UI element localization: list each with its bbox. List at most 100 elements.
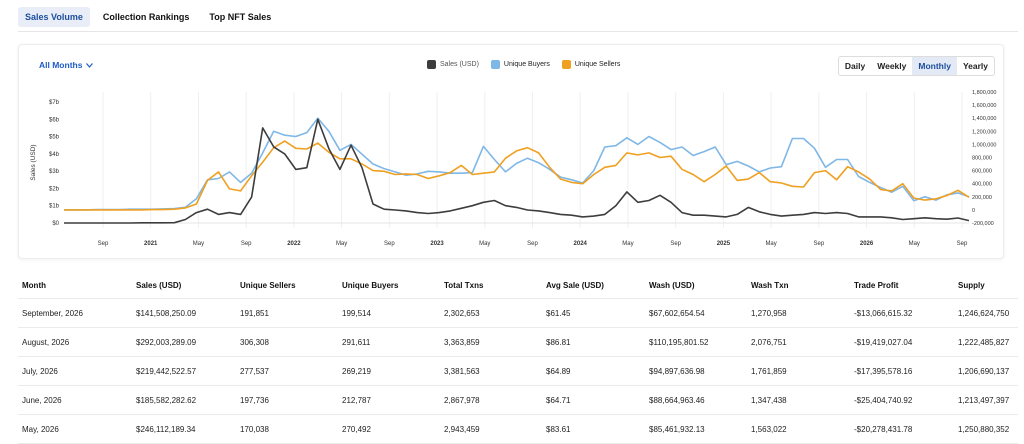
- table-cell-wash-usd: $110,195,801.52: [649, 337, 709, 347]
- table-cell-month: June, 2026: [22, 395, 62, 405]
- table-cell-wash-txn: 1,270,958: [751, 308, 787, 318]
- table-cell-supply: 1,206,690,137: [958, 366, 1010, 376]
- table-cell-unique-buyers: 212,787: [342, 395, 371, 405]
- table-cell-supply: 1,246,624,750: [958, 308, 1010, 318]
- x-tick-label: Sep: [241, 241, 252, 247]
- range-yearly-button[interactable]: Yearly: [962, 61, 988, 71]
- table-cell-unique-sellers: 197,736: [240, 395, 269, 405]
- left-tick-label: $4b: [49, 152, 60, 158]
- table-cell-total-txns: 2,943,459: [444, 424, 480, 434]
- right-tick-label: 1,600,000: [972, 103, 996, 109]
- left-tick-label: $7b: [49, 100, 60, 106]
- table-cell-month: September, 2026: [22, 308, 83, 318]
- right-tick-label: 400,000: [972, 182, 992, 188]
- left-tick-label: $3b: [49, 169, 60, 175]
- right-tick-label: 1,400,000: [972, 116, 996, 122]
- range-weekly-button[interactable]: Weekly: [877, 61, 907, 71]
- tab-top-nft-sales[interactable]: Top NFT Sales: [209, 12, 272, 22]
- legend-item-buyers[interactable]: Unique Buyers: [490, 60, 550, 69]
- table-cell-trade-profit: -$25,404,740.92: [854, 395, 913, 405]
- table-cell-wash-usd: $67,602,654.54: [649, 308, 705, 318]
- range-monthly-button[interactable]: Monthly: [912, 57, 957, 75]
- legend-label-buyers: Unique Buyers: [503, 61, 550, 68]
- legend-item-sellers[interactable]: Unique Sellers: [561, 60, 620, 69]
- column-header-unique-sellers: Unique Sellers: [240, 280, 296, 290]
- column-header-sales-usd: Sales (USD): [136, 280, 182, 290]
- table-cell-total-txns: 2,867,978: [444, 395, 480, 405]
- months-dropdown[interactable]: All Months: [39, 60, 94, 70]
- right-tick-label: 800,000: [972, 156, 992, 162]
- table-cell-unique-sellers: 191,851: [240, 308, 269, 318]
- table-cell-month: July, 2026: [22, 366, 58, 376]
- table-cell-wash-txn: 1,761,859: [751, 366, 787, 376]
- table-cell-supply: 1,222,485,827: [958, 337, 1010, 347]
- table-cell-trade-profit: -$20,278,431.78: [854, 424, 913, 434]
- x-tick-label: 2021: [144, 241, 158, 247]
- table-cell-avg-sale-usd: $64.71: [546, 395, 571, 405]
- left-tick-label: $1b: [49, 204, 60, 210]
- x-tick-label: Sep: [957, 241, 968, 247]
- series-line-sellers: [64, 140, 970, 211]
- table-cell-unique-buyers: 199,514: [342, 308, 371, 318]
- table-cell-total-txns: 3,363,859: [444, 337, 480, 347]
- right-tick-label: 600,000: [972, 169, 992, 175]
- legend-item-sales[interactable]: Sales (USD): [427, 60, 479, 69]
- x-tick-label: Sep: [670, 241, 681, 247]
- tab-bar: Sales Volume Collection Rankings Top NFT S…: [18, 7, 278, 27]
- x-tick-label: May: [765, 241, 776, 247]
- left-axis-title: Sales (USD): [30, 144, 37, 180]
- months-dropdown-label: All Months: [39, 60, 83, 70]
- table-cell-total-txns: 2,302,653: [444, 308, 480, 318]
- left-tick-label: $5b: [49, 135, 60, 141]
- chart-legend: Sales (USD) Unique Buyers Unique Sellers: [427, 60, 620, 69]
- range-daily-button[interactable]: Daily: [844, 61, 866, 71]
- tab-collection-rankings[interactable]: Collection Rankings: [102, 12, 190, 22]
- table-cell-supply: 1,213,497,397: [958, 395, 1010, 405]
- x-tick-label: May: [193, 241, 204, 247]
- right-tick-label: -200,000: [972, 221, 994, 227]
- left-tick-label: $0: [52, 221, 59, 227]
- table-cell-avg-sale-usd: $61.45: [546, 308, 571, 318]
- column-header-avg-sale-usd: Avg Sale (USD): [546, 280, 604, 290]
- x-tick-label: May: [909, 241, 920, 247]
- column-header-trade-profit: Trade Profit: [854, 280, 899, 290]
- table-cell-month: August, 2026: [22, 337, 70, 347]
- column-header-total-txns: Total Txns: [444, 280, 484, 290]
- series-line-sales: [64, 118, 970, 224]
- table-cell-unique-sellers: 277,537: [240, 366, 269, 376]
- x-tick-label: 2026: [860, 241, 874, 247]
- right-tick-label: 1,200,000: [972, 129, 996, 135]
- table-cell-month: May, 2026: [22, 424, 59, 434]
- table-row: June, 2026 $185,582,282.62 197,736 212,787 2…: [18, 386, 1018, 415]
- table-cell-sales-usd: $219,442,522.57: [136, 366, 197, 376]
- right-tick-label: 1,800,000: [972, 90, 996, 96]
- table-cell-sales-usd: $292,003,289.09: [136, 337, 197, 347]
- x-tick-label: May: [336, 241, 347, 247]
- legend-swatch-buyers: [490, 60, 500, 69]
- tab-sales-volume[interactable]: Sales Volume: [18, 7, 90, 27]
- legend-label-sales: Sales (USD): [440, 61, 479, 68]
- legend-swatch-sellers: [561, 60, 571, 69]
- left-tick-label: $2b: [49, 186, 60, 192]
- table-row: July, 2026 $219,442,522.57 277,537 269,219 3…: [18, 357, 1018, 386]
- table-cell-trade-profit: -$19,419,027.04: [854, 337, 913, 347]
- table-row: September, 2026 $141,508,250.09 191,851 199…: [18, 299, 1018, 328]
- x-tick-label: 2023: [430, 241, 444, 247]
- table-cell-wash-txn: 1,347,438: [751, 395, 787, 405]
- table-cell-sales-usd: $246,112,189.34: [136, 424, 196, 434]
- time-range-selector: Daily Weekly Monthly Yearly: [837, 56, 995, 76]
- table-cell-total-txns: 3,381,563: [444, 366, 480, 376]
- legend-swatch-sales: [427, 60, 436, 69]
- table-cell-wash-txn: 1,563,022: [751, 424, 787, 434]
- tab-divider: [18, 31, 1018, 32]
- table-cell-supply: 1,250,880,352: [958, 424, 1010, 434]
- right-tick-label: 1,000,000: [972, 142, 996, 148]
- table-cell-avg-sale-usd: $83.61: [546, 424, 571, 434]
- table-cell-wash-txn: 2,076,751: [751, 337, 787, 347]
- x-tick-label: 2022: [287, 241, 301, 247]
- column-header-month: Month: [22, 280, 46, 290]
- table-cell-unique-buyers: 270,492: [342, 424, 371, 434]
- right-tick-label: 0: [972, 208, 975, 214]
- table-cell-sales-usd: $185,582,282.62: [136, 395, 197, 405]
- series-line-buyers: [64, 117, 970, 211]
